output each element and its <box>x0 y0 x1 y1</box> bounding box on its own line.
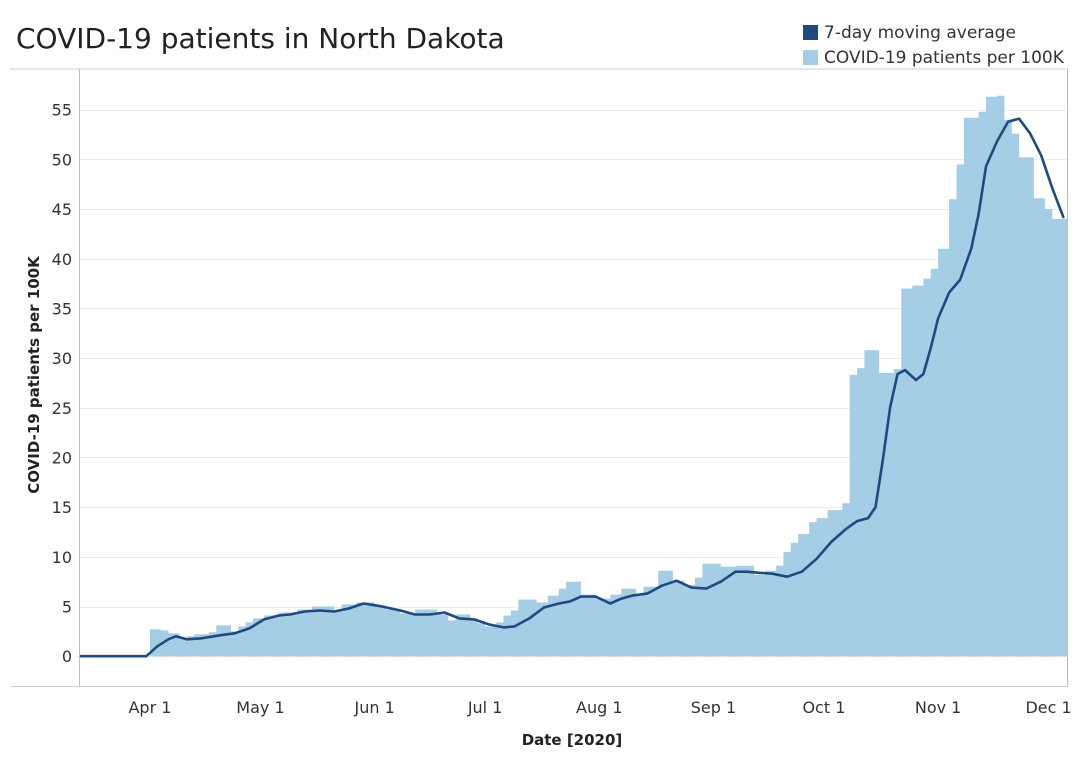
legend-swatch-moving-average <box>803 25 818 40</box>
chart-title: COVID-19 patients in North Dakota <box>16 22 505 55</box>
x-tick-may-1: May 1 <box>236 698 284 717</box>
x-tick-jun-1: Jun 1 <box>353 698 394 717</box>
y-tick-55: 55 <box>52 101 72 120</box>
y-tick-20: 20 <box>52 448 72 467</box>
legend-item-patients: COVID-19 patients per 100K <box>803 45 1064 70</box>
legend: 7-day moving average COVID-19 patients p… <box>803 20 1064 70</box>
x-tick-sep-1: Sep 1 <box>691 698 736 717</box>
legend-item-moving-average: 7-day moving average <box>803 20 1064 45</box>
x-tick-oct-1: Oct 1 <box>802 698 845 717</box>
x-tick-aug-1: Aug 1 <box>576 698 623 717</box>
x-tick-dec-1: Dec 1 <box>1025 698 1071 717</box>
legend-label-patients: COVID-19 patients per 100K <box>824 47 1064 68</box>
x-tick-labels: Apr 1 May 1 Jun 1 Jul 1 Aug 1 Sep 1 Oct 1 Nov 1… <box>128 698 1071 717</box>
y-tick-5: 5 <box>62 598 72 617</box>
y-tick-45: 45 <box>52 200 72 219</box>
series-area-group <box>80 95 1067 657</box>
y-axis-label: COVID-19 patients per 100K <box>25 255 43 494</box>
y-tick-35: 35 <box>52 299 72 318</box>
x-tick-apr-1: Apr 1 <box>128 698 171 717</box>
series-line-group <box>78 117 1065 658</box>
x-tick-nov-1: Nov 1 <box>915 698 962 717</box>
y-tick-0: 0 <box>62 647 72 666</box>
y-tick-10: 10 <box>52 548 72 567</box>
y-tick-labels: 0 5 10 15 20 25 30 35 40 45 50 55 <box>52 101 72 666</box>
y-tick-40: 40 <box>52 250 72 269</box>
y-tick-15: 15 <box>52 498 72 517</box>
series-7-day-moving-average-line <box>78 117 1065 658</box>
y-tick-25: 25 <box>52 399 72 418</box>
x-tick-jul-1: Jul 1 <box>467 698 503 717</box>
series-patients-per-100k-area <box>80 95 1067 657</box>
legend-label-moving-average: 7-day moving average <box>824 22 1016 43</box>
legend-swatch-patients <box>803 50 818 65</box>
y-tick-50: 50 <box>52 150 72 169</box>
y-tick-30: 30 <box>52 349 72 368</box>
x-axis-label: Date [2020] <box>522 731 623 749</box>
